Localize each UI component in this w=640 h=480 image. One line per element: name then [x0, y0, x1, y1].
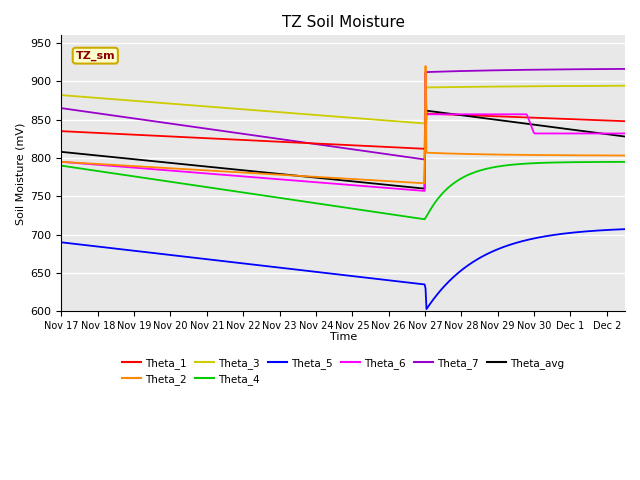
Theta_4 [312, 201, 320, 206]
Line: Theta_4: Theta_4 [61, 162, 625, 219]
Line: Theta_6: Theta_6 [61, 72, 625, 191]
Theta_4 [621, 159, 629, 165]
Theta_6 [484, 111, 492, 117]
Theta_5 [157, 251, 165, 257]
Theta_2 [436, 150, 444, 156]
Theta_1 [420, 146, 428, 152]
Theta_1 [58, 128, 65, 134]
Theta_2 [420, 180, 428, 186]
Theta_5 [390, 278, 397, 284]
Theta_3 [312, 112, 320, 118]
Theta_3 [202, 104, 210, 109]
Theta_avg [436, 109, 444, 115]
Theta_3 [58, 92, 65, 98]
Theta_7 [202, 126, 210, 132]
Text: TZ_sm: TZ_sm [76, 50, 115, 61]
Theta_avg [390, 182, 397, 188]
Theta_2 [422, 63, 429, 69]
Theta_2 [312, 174, 320, 180]
Theta_avg [422, 108, 429, 113]
Theta_avg [312, 175, 320, 180]
Theta_2 [157, 165, 165, 170]
Theta_4 [202, 184, 210, 190]
Theta_4 [483, 166, 490, 172]
Theta_1 [621, 118, 629, 124]
Theta_3 [483, 84, 490, 90]
Theta_5 [435, 290, 442, 296]
Line: Theta_avg: Theta_avg [61, 110, 625, 189]
Theta_6 [202, 170, 210, 176]
Theta_3 [435, 84, 442, 90]
Theta_4 [58, 163, 65, 168]
Theta_6 [420, 188, 428, 194]
Theta_1 [484, 113, 492, 119]
Theta_6 [157, 167, 165, 173]
Theta_2 [58, 159, 65, 165]
Theta_6 [422, 69, 429, 75]
Theta_6 [621, 131, 629, 136]
Theta_5 [483, 252, 490, 257]
Theta_5 [621, 226, 629, 232]
Theta_5 [422, 306, 430, 312]
Line: Theta_3: Theta_3 [61, 86, 625, 123]
Theta_avg [621, 133, 629, 139]
Theta_7 [157, 120, 165, 125]
Theta_4 [390, 212, 397, 217]
Theta_7 [58, 105, 65, 111]
Theta_6 [312, 180, 320, 185]
Line: Theta_7: Theta_7 [61, 69, 625, 159]
Theta_avg [202, 164, 210, 169]
Theta_7 [390, 152, 397, 158]
Theta_7 [435, 69, 442, 74]
Line: Theta_2: Theta_2 [61, 66, 625, 183]
Theta_3 [157, 100, 165, 106]
Theta_1 [390, 144, 397, 150]
Theta_2 [390, 179, 397, 184]
Theta_1 [202, 135, 210, 141]
Theta_6 [436, 111, 444, 117]
Theta_4 [435, 195, 442, 201]
Theta_5 [58, 240, 65, 245]
Theta_2 [484, 152, 492, 157]
Theta_7 [483, 68, 490, 73]
Theta_1 [422, 111, 430, 117]
Theta_avg [157, 159, 165, 165]
Theta_avg [58, 149, 65, 155]
Theta_7 [621, 66, 629, 72]
Theta_1 [312, 141, 320, 146]
Theta_6 [58, 159, 65, 165]
Theta_4 [157, 178, 165, 183]
Theta_2 [621, 153, 629, 158]
X-axis label: Time: Time [330, 333, 357, 342]
Theta_avg [420, 186, 428, 192]
Theta_5 [312, 269, 320, 275]
Theta_1 [157, 133, 165, 139]
Theta_avg [484, 116, 492, 121]
Y-axis label: Soil Moisture (mV): Soil Moisture (mV) [15, 122, 25, 225]
Theta_7 [312, 141, 320, 147]
Line: Theta_5: Theta_5 [61, 229, 625, 309]
Theta_3 [621, 83, 629, 89]
Theta_1 [436, 111, 444, 117]
Theta_3 [390, 118, 397, 124]
Theta_3 [420, 120, 428, 126]
Title: TZ Soil Moisture: TZ Soil Moisture [282, 15, 404, 30]
Theta_7 [420, 156, 428, 162]
Theta_5 [202, 256, 210, 262]
Theta_6 [390, 186, 397, 192]
Line: Theta_1: Theta_1 [61, 114, 625, 149]
Legend: Theta_1, Theta_2, Theta_3, Theta_4, Theta_5, Theta_6, Theta_7, Theta_avg: Theta_1, Theta_2, Theta_3, Theta_4, Thet… [118, 354, 568, 389]
Theta_4 [420, 216, 428, 222]
Theta_2 [202, 168, 210, 173]
